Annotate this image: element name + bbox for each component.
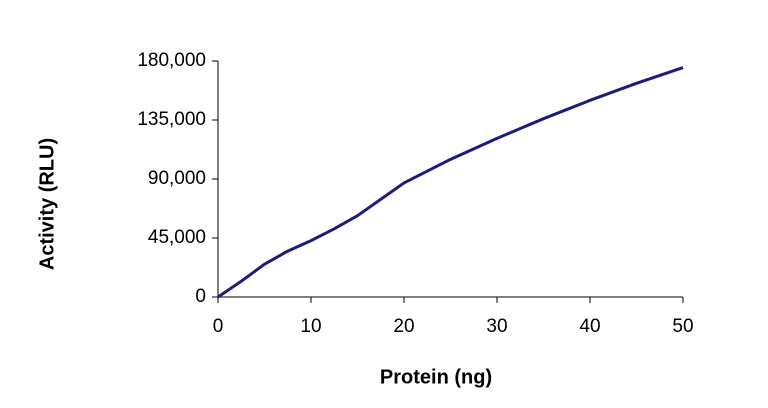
y-tick-label: 135,000: [137, 109, 206, 130]
y-axis-title: Activity (RLU): [36, 138, 58, 270]
x-tick-label: 10: [300, 316, 321, 337]
y-tick-label: 180,000: [137, 50, 206, 71]
x-tick-label: 40: [579, 316, 600, 337]
y-tick-label: 0: [195, 286, 206, 307]
y-tick-label: 90,000: [148, 168, 206, 189]
x-axis-title: Protein (ng): [380, 366, 492, 388]
y-tick-label: 45,000: [148, 227, 206, 248]
x-tick-label: 30: [486, 316, 507, 337]
x-tick-label: 20: [393, 316, 414, 337]
x-tick-label: 0: [213, 316, 224, 337]
x-tick-label: 50: [672, 316, 693, 337]
data-line: [217, 66, 684, 299]
